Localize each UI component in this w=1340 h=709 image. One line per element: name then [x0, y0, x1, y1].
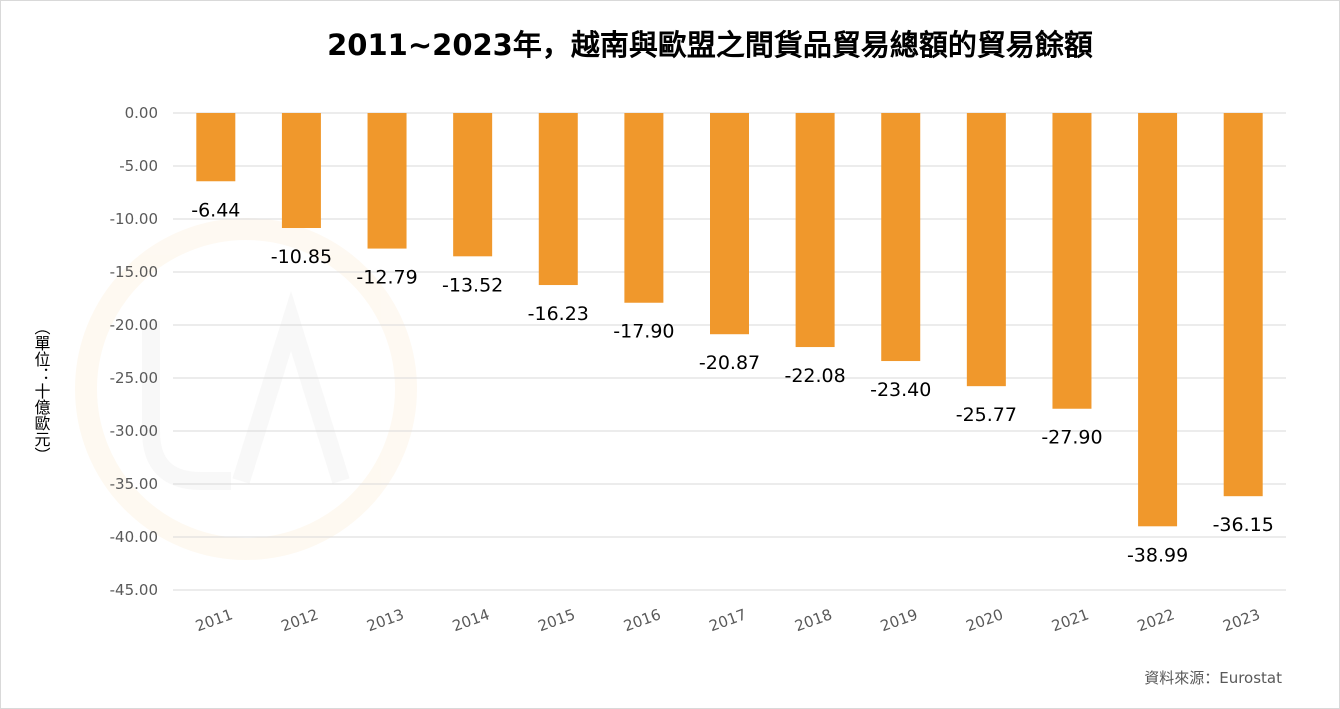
source-note: 資料來源：Eurostat: [1144, 669, 1282, 687]
bar-2017: [710, 113, 749, 335]
bar-2023: [1223, 113, 1263, 497]
bar-2015: [538, 113, 578, 286]
gridlines: [173, 112, 1286, 591]
y-axis-ticks: 0.00 -5.00 -10.00 -15.00 -20.00 -25.00 -30.00 -…: [110, 104, 158, 599]
bar-2022: [1138, 113, 1178, 527]
data-label: -25.77: [956, 404, 1017, 426]
x-tick-label: 2011: [193, 605, 235, 635]
y-tick-label: -10.00: [110, 210, 158, 228]
y-tick-label: -15.00: [110, 263, 158, 281]
y-tick-label: -35.00: [110, 475, 158, 493]
x-tick-label: 2019: [878, 605, 920, 635]
data-label: -10.85: [271, 246, 332, 268]
bar-2021: [1052, 113, 1092, 409]
y-tick-label: -30.00: [110, 422, 158, 440]
data-label: -38.99: [1127, 544, 1188, 566]
bar-2012: [281, 113, 321, 229]
x-tick-label: 2012: [279, 605, 321, 635]
data-labels: -6.44 -10.85 -12.79 -13.52 -16.23 -17.90 -20.8…: [191, 199, 1274, 566]
y-tick-label: -20.00: [110, 316, 158, 334]
bar-2014: [453, 113, 493, 257]
y-tick-label: -5.00: [119, 157, 158, 175]
y-tick-label: -45.00: [110, 581, 158, 599]
y-tick-label: -25.00: [110, 369, 158, 387]
bar-2013: [367, 113, 407, 249]
x-tick-label: 2023: [1220, 605, 1262, 635]
y-tick-label: -40.00: [110, 528, 158, 546]
data-label: -27.90: [1041, 427, 1102, 449]
bar-2018: [795, 113, 835, 348]
chart-title: 2011~2023年，越南與歐盟之間貨品貿易總額的貿易餘額: [327, 28, 1093, 62]
bar-2011: [196, 113, 236, 182]
data-label: -17.90: [613, 321, 674, 343]
x-tick-label: 2021: [1049, 605, 1091, 635]
bar-2020: [966, 113, 1006, 387]
x-tick-label: 2018: [792, 605, 834, 635]
data-label: -13.52: [442, 274, 503, 296]
bar-2016: [624, 113, 664, 303]
bars: [196, 113, 1263, 527]
x-tick-label: 2014: [450, 605, 492, 635]
y-tick-label: 0.00: [125, 104, 158, 122]
data-label: -23.40: [870, 379, 931, 401]
x-tick-label: 2013: [364, 605, 406, 635]
data-label: -36.15: [1213, 514, 1274, 536]
data-label: -22.08: [784, 365, 845, 387]
x-axis-ticks: 2011 2012 2013 2014 2015 2016 2017 2018 2019 2020…: [193, 605, 1262, 635]
x-tick-label: 2022: [1135, 605, 1177, 635]
data-label: -16.23: [528, 303, 589, 325]
x-tick-label: 2020: [964, 605, 1006, 635]
data-label: -20.87: [699, 352, 760, 374]
y-axis-label: （單位：十億歐元）: [32, 319, 51, 463]
x-tick-label: 2015: [536, 605, 578, 635]
bar-2019: [881, 113, 921, 362]
watermark-logo: [75, 218, 417, 560]
data-label: -12.79: [356, 267, 417, 289]
data-label: -6.44: [191, 199, 240, 221]
x-tick-label: 2016: [621, 605, 663, 635]
x-tick-label: 2017: [707, 605, 749, 635]
